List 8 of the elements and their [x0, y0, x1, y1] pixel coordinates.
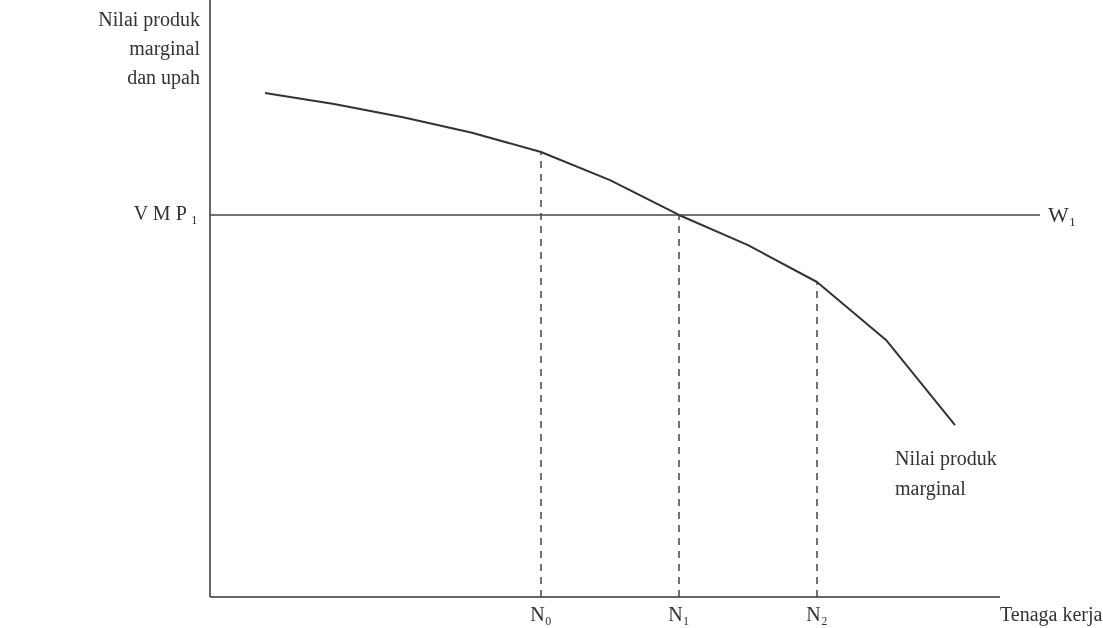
text: W₁ — [1048, 201, 1077, 227]
x-tick-label: N₀ — [530, 603, 552, 625]
x-axis-title: Tenaga kerja — [1000, 603, 1103, 626]
y-axis-title: Nilai produk marginal dan upah — [98, 8, 201, 89]
ref-line-label: V M P ₁ — [133, 201, 198, 224]
text: Nilai produk marginal — [895, 447, 997, 501]
x-tick-label: N₂ — [806, 603, 828, 625]
x-tick-label: N₁ — [668, 603, 690, 625]
